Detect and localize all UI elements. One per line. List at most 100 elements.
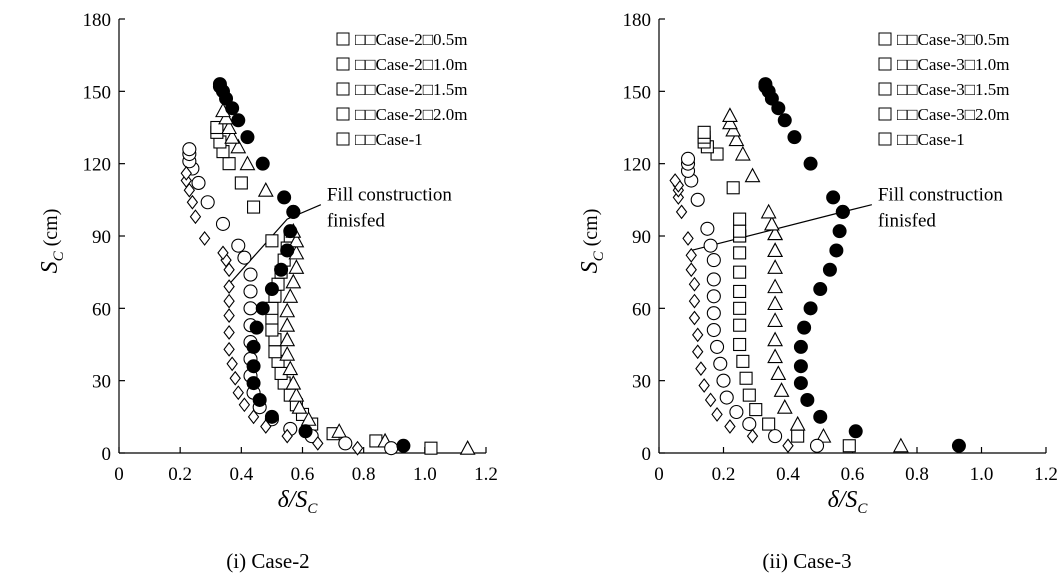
data-point <box>826 190 841 205</box>
data-point <box>832 224 847 239</box>
data-point <box>274 262 289 277</box>
data-point <box>685 262 697 278</box>
data-point <box>291 399 308 414</box>
data-point <box>706 253 721 268</box>
legend-label: □□Case-1 <box>355 130 423 149</box>
data-point <box>776 399 793 414</box>
data-point <box>773 382 790 397</box>
data-point <box>265 323 279 337</box>
legend-item: □□Case-3□1.5m <box>878 80 1009 99</box>
data-point <box>706 306 721 321</box>
data-point <box>700 221 715 236</box>
data-point <box>742 388 756 402</box>
y-tick-label: 90 <box>632 227 651 248</box>
data-point <box>733 224 747 238</box>
data-point <box>692 344 704 360</box>
data-point <box>760 203 777 219</box>
data-point <box>249 320 264 335</box>
data-point <box>243 267 258 282</box>
data-point <box>698 378 710 393</box>
data-point <box>189 209 202 225</box>
y-tick-label: 30 <box>92 372 111 393</box>
data-point <box>767 242 784 258</box>
annotation-text: Fill construction <box>878 185 1004 206</box>
data-point <box>424 441 438 455</box>
data-point <box>829 243 844 258</box>
data-point <box>729 404 744 420</box>
data-point <box>813 409 828 424</box>
data-point <box>279 331 296 347</box>
data-point <box>223 293 235 309</box>
data-point <box>200 195 215 210</box>
data-point <box>246 376 261 391</box>
legend-label: □□Case-2□0.5m <box>355 30 467 49</box>
legend-swatch <box>878 132 892 146</box>
y-tick-label: 180 <box>623 10 652 31</box>
data-point <box>777 113 792 128</box>
y-tick-label: 60 <box>632 299 651 320</box>
data-point <box>191 175 206 191</box>
y-axis-label-unit: (cm) <box>580 209 602 252</box>
data-point <box>264 409 279 424</box>
data-point <box>222 157 236 171</box>
legend-swatch <box>878 107 892 121</box>
x-tick-label: 1.2 <box>474 464 498 485</box>
x-tick-label: 1.0 <box>413 464 437 485</box>
data-point <box>726 181 740 195</box>
data-point <box>688 276 701 292</box>
data-point <box>703 238 718 253</box>
data-point <box>710 147 724 161</box>
x-tick-label: 0.2 <box>168 464 192 485</box>
legend-swatch <box>336 132 350 146</box>
y-axis-label: SC (cm) <box>37 209 67 274</box>
data-point <box>713 356 728 371</box>
data-point <box>239 155 256 171</box>
data-point <box>247 200 261 214</box>
y-tick-label: 120 <box>623 155 652 176</box>
data-point <box>237 250 252 265</box>
x-tick-label: 0 <box>654 464 664 485</box>
data-point <box>800 392 815 407</box>
data-point <box>226 356 238 372</box>
x-tick-label: 0.2 <box>712 464 736 485</box>
data-point <box>725 121 742 137</box>
y-tick-label: 150 <box>623 82 652 103</box>
data-point <box>848 424 863 439</box>
data-point <box>288 232 305 248</box>
data-point <box>288 386 305 402</box>
data-point <box>224 128 241 144</box>
data-point <box>675 204 688 220</box>
data-point <box>210 120 224 135</box>
x-tick-label: 1.0 <box>970 464 994 485</box>
data-point <box>762 417 776 431</box>
data-point <box>282 288 299 303</box>
data-point <box>230 138 247 154</box>
y-tick-label: 60 <box>92 299 111 320</box>
data-point <box>215 216 231 231</box>
data-point <box>265 234 279 248</box>
series-0-5m <box>697 125 856 453</box>
data-point <box>669 173 681 188</box>
series-1-0m <box>722 107 909 453</box>
data-point <box>793 376 808 391</box>
y-tick-label: 180 <box>83 10 112 31</box>
x-axis-label: δ/SC <box>828 487 869 517</box>
data-point <box>892 437 909 453</box>
y-tick-label: 150 <box>83 82 112 103</box>
data-point <box>223 308 235 323</box>
data-point <box>746 428 759 444</box>
x-tick-label: 0.4 <box>776 464 800 485</box>
x-tick-label: 0.6 <box>841 464 865 485</box>
data-point <box>298 424 313 439</box>
data-point <box>767 225 784 241</box>
data-point <box>815 427 832 443</box>
legend-item: □□Case-2□0.5m <box>336 30 467 49</box>
annotation-text: Fill construction <box>327 185 453 206</box>
data-point <box>767 295 784 311</box>
legend-label: □□Case-2□2.0m <box>355 105 467 124</box>
x-axis-label-sub: C <box>307 501 318 517</box>
data-point <box>246 359 261 374</box>
data-point <box>279 302 296 318</box>
